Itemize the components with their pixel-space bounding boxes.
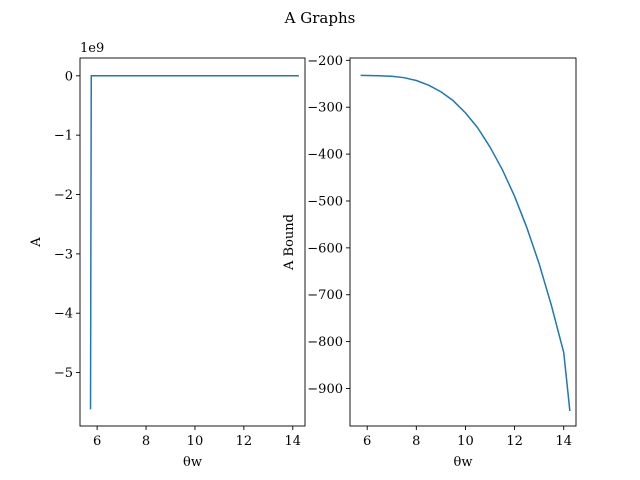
y-axis-label: A: [29, 237, 44, 248]
y-tick-label: −2: [54, 188, 73, 203]
axes-frame: [349, 57, 577, 427]
axes-frame: [79, 57, 306, 427]
a-bound-plot: 6 8 10 12 14 −200 −300 −400 −500 −600 −700 −800 −900…: [282, 54, 577, 470]
y-tick-label: −3: [54, 247, 73, 262]
y-tick-label: −600: [307, 241, 343, 256]
x-tick-label: 6: [363, 434, 371, 449]
x-tick-label: 12: [506, 434, 523, 449]
x-tick-label: 6: [93, 434, 101, 449]
y-tick-label: −300: [307, 101, 343, 116]
series-line-0: [360, 74, 571, 412]
x-tick-label: 14: [555, 434, 572, 449]
y-tick-label: −700: [307, 288, 343, 303]
y-axis-label: A Bound: [282, 214, 297, 271]
x-tick-label: 12: [236, 434, 253, 449]
series-line-0: [89, 75, 299, 410]
x-tick-label: 10: [457, 434, 474, 449]
y-tick-label: 0: [65, 69, 73, 84]
y-tick-label: −800: [307, 335, 343, 350]
y-tick-label: −5: [54, 366, 73, 381]
y-tick-label: −500: [307, 194, 343, 209]
y-offset-text: 1e9: [80, 41, 104, 56]
y-tick-label: −400: [307, 148, 343, 163]
x-tick-label: 8: [412, 434, 420, 449]
x-tick-label: 8: [142, 434, 150, 449]
x-tick-label: 14: [284, 434, 301, 449]
a-plot: 6 8 10 12 14 0 −1 −2 −3 −4 −5 θw A 1e9: [29, 41, 306, 470]
x-tick-label: 10: [187, 434, 204, 449]
x-axis-label: θw: [454, 455, 473, 470]
y-tick-label: −900: [307, 382, 343, 397]
x-axis-label: θw: [183, 455, 202, 470]
y-tick-label: −200: [307, 54, 343, 69]
y-tick-label: −1: [54, 129, 73, 144]
figure-title: A Graphs: [284, 9, 356, 27]
y-tick-label: −4: [54, 307, 73, 322]
